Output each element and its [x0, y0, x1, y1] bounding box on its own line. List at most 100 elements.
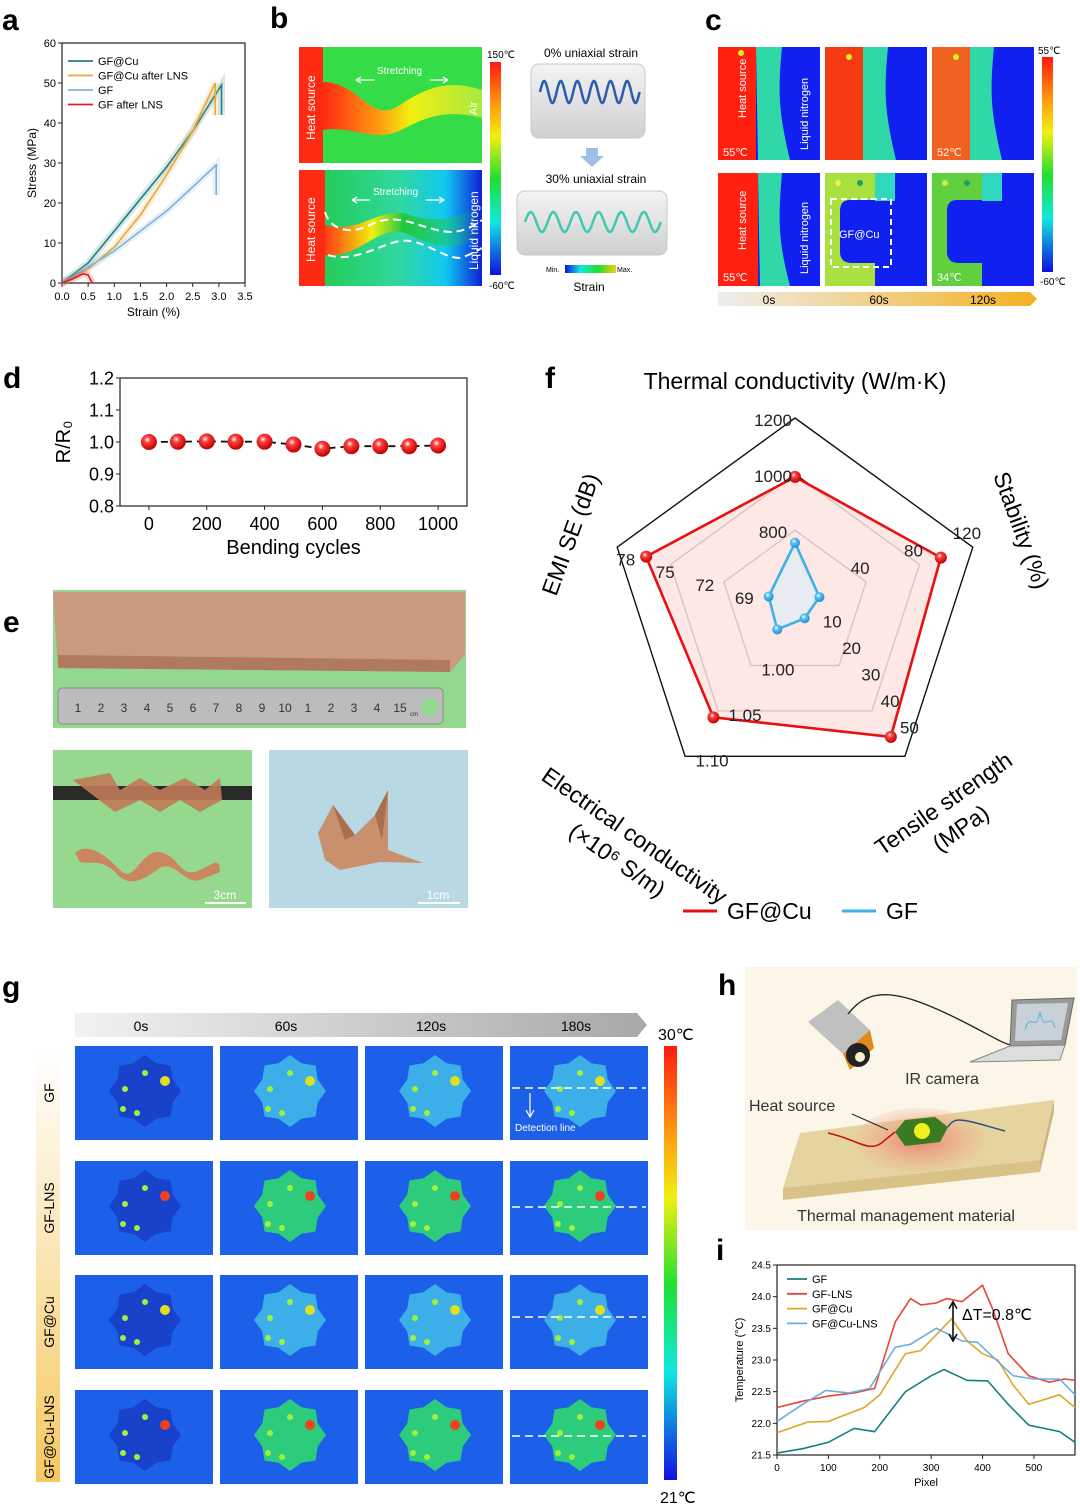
strain-label: Strain [573, 280, 604, 294]
colorbar-max: 150℃ [487, 50, 515, 61]
strain-colorbar [565, 265, 616, 273]
y-axis-label: R/R₀ [53, 421, 75, 464]
detection-line-label: Detection line [515, 1123, 576, 1134]
x-tick-label: 500 [1026, 1463, 1043, 1474]
thermal-material-slab [783, 1100, 1054, 1200]
legend-label: GF@Cu after LNS [98, 71, 188, 83]
temp-readout: 52℃ [937, 147, 962, 159]
chart-i-temperature: 0 100 200 300 400 500 21.5 22.0 22.5 23.0 23.5 24.0… [734, 1261, 1076, 1489]
cable [847, 994, 1013, 1046]
ruler-number: 2 [98, 701, 105, 715]
heat-source-label: Heat source [304, 75, 318, 140]
radar-tick-label: 40 [881, 692, 900, 711]
temperature-colorbar [490, 62, 501, 275]
panel-h-setup-schematic: IR camera Heat source Thermal management… [745, 967, 1077, 1230]
row-label: GF@Cu [41, 1296, 57, 1348]
panel-e-photos: 1 2 3 4 5 6 7 8 9 10 1 2 3 4 15 cm 3cm 1cm [53, 590, 468, 908]
radar-tick-label: 40 [851, 559, 870, 578]
legend-label: GF@Cu [727, 898, 812, 924]
radar-axis-title: Thermal conductivity (W/m·K) [644, 368, 947, 394]
time-label: 0s [134, 1018, 149, 1034]
ruler-number: 3 [121, 701, 128, 715]
legend-label: GF [98, 85, 114, 97]
x-axis-label: Bending cycles [226, 537, 361, 559]
ruler-number: 8 [236, 701, 243, 715]
panel-label-d: d [3, 362, 21, 395]
thermal-r1c3: 52℃ [932, 47, 1034, 160]
air-label: Air [468, 101, 480, 115]
series-error-band [60, 156, 220, 286]
chart-d-bending: 0 200 400 600 800 1000 0.8 0.9 1.0 1.1 1.2 Bending … [53, 368, 468, 559]
time-arrow [75, 1013, 647, 1037]
panel-g-ir-images: 0s 60s 120s 180s GF GF-LNS GF@Cu GF@Cu-LNS Det… [36, 1013, 696, 1507]
radar-grid-ring [616, 417, 974, 757]
radar-tick-label: 1000 [754, 467, 792, 486]
radar-point [763, 591, 774, 602]
panel-c-thermal-images: Heat source Liquid nitrogen 55℃ 52℃ Heat… [718, 46, 1066, 307]
liquid-nitrogen-label: Liquid nitrogen [467, 191, 481, 270]
radar-tick-label: 1.00 [761, 661, 794, 680]
double-arrow-icon [355, 76, 449, 84]
chart-f-radar: 80010001200408012010203040501.001.051.10… [536, 368, 1054, 924]
radar-tick-label: 69 [735, 589, 754, 608]
y-tick-label: 50 [44, 78, 56, 90]
time-arrow [718, 292, 1037, 306]
thermal-r2c1: Heat source Liquid nitrogen 55℃ [718, 173, 820, 286]
ruler-number: 9 [259, 701, 266, 715]
heat-source-label: Heat source [737, 59, 749, 118]
data-point [285, 436, 302, 453]
radar-tick-label: 80 [904, 542, 923, 561]
y-tick-label: 0 [50, 278, 56, 290]
heat-source-label: Heat source [737, 191, 749, 250]
y-axis-label: Temperature (°C) [734, 1318, 746, 1402]
strain-max: Max. [617, 267, 632, 274]
time-label: 0s [763, 293, 776, 307]
ir-image-GF@Cu-180s [510, 1275, 648, 1369]
y-tick-label: 40 [44, 118, 56, 130]
series-line-gf-lns [776, 1284, 1076, 1409]
ir-camera-icon [808, 1000, 874, 1070]
panel-label-h: h [718, 969, 736, 1002]
data-point [343, 438, 360, 455]
panel-label-g: g [2, 971, 20, 1004]
time-label: 180s [561, 1018, 591, 1034]
colorbar-max: 55℃ [1038, 46, 1060, 57]
series-line-gf-cu [61, 82, 223, 284]
radar-tick-label: 120 [953, 524, 981, 543]
y-tick-label: 24.0 [752, 1292, 772, 1303]
legend-label: GF@Cu [98, 56, 139, 68]
down-arrow-icon [525, 1093, 535, 1119]
data-point [227, 433, 244, 450]
series-line-gf-cu-after-lns [61, 82, 216, 284]
y-tick-label: 22.5 [752, 1387, 772, 1398]
x-tick-label: 600 [307, 514, 337, 534]
ruler-number: 2 [328, 701, 335, 715]
colorbar-min: -60℃ [1040, 277, 1066, 288]
stretching-label: Stretching [373, 187, 418, 198]
ruler-number: 3 [351, 701, 358, 715]
radar-axis-title: Tensile strength(MPa) [870, 747, 1034, 885]
ir-image-GF@Cu-LNS-0s [75, 1390, 213, 1484]
ir-image-GF@Cu-60s [220, 1275, 358, 1369]
photo-film-with-ruler: 1 2 3 4 5 6 7 8 9 10 1 2 3 4 15 cm [53, 590, 466, 728]
stretching-label: Stretching [377, 66, 422, 77]
radar-axis-title: Stability (%) [988, 468, 1054, 592]
chart-a-stress-strain: 0.0 0.5 1.0 1.5 2.0 2.5 3.0 3.5 0 10 20 30 40 50 60 Str… [25, 38, 253, 319]
down-arrow-icon [580, 148, 604, 167]
x-tick-label: 1000 [418, 514, 458, 534]
data-point [198, 433, 215, 450]
y-tick-label: 10 [44, 238, 56, 250]
y-tick-label: 22.0 [752, 1419, 772, 1430]
ir-image-GF@Cu-120s [365, 1275, 503, 1369]
row-label-band [36, 1050, 60, 1482]
legend-label: GF [886, 898, 918, 924]
strain-min: Min. [546, 267, 559, 274]
radar-tick-label: 1.05 [728, 706, 761, 725]
y-tick-label: 21.5 [752, 1451, 772, 1462]
x-tick-label: 200 [192, 514, 222, 534]
y-tick-label: 23.0 [752, 1356, 772, 1367]
radar-point [884, 730, 897, 743]
ruler-number: 1 [305, 701, 312, 715]
series-line-gf [61, 163, 217, 284]
